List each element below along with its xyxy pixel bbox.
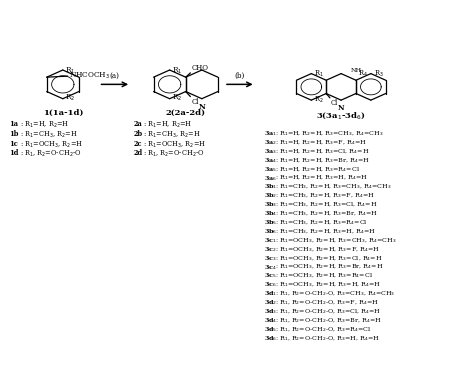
Text: : R$_1$=CH$_3$, R$_2$=H, R$_3$=CH$_3$, R$_4$=CH$_3$: : R$_1$=CH$_3$, R$_2$=H, R$_3$=CH$_3$, R… — [275, 183, 392, 191]
Text: (b): (b) — [235, 72, 245, 80]
Text: 3d$_5$: 3d$_5$ — [264, 325, 277, 334]
Text: R$_1$: R$_1$ — [314, 68, 323, 79]
Text: : R$_1$=CH$_3$, R$_2$=H, R$_3$=H, R$_4$=H: : R$_1$=CH$_3$, R$_2$=H, R$_3$=H, R$_4$=… — [275, 227, 376, 236]
Text: 1a: 1a — [9, 120, 18, 128]
Text: : R$_1$=CH$_3$, R$_2$=H: : R$_1$=CH$_3$, R$_2$=H — [143, 130, 201, 140]
Text: Cl: Cl — [331, 98, 338, 107]
Text: : R$_1$=OCH$_3$, R$_2$=H, R$_3$=R$_4$=Cl: : R$_1$=OCH$_3$, R$_2$=H, R$_3$=R$_4$=Cl — [275, 272, 373, 280]
Text: 3a$_5$: 3a$_5$ — [264, 165, 277, 174]
Text: 3a$_4$: 3a$_4$ — [264, 156, 277, 165]
Text: : R$_1$=OCH$_3$, R$_2$=H: : R$_1$=OCH$_3$, R$_2$=H — [143, 139, 206, 150]
Text: 3b$_5$: 3b$_5$ — [264, 218, 277, 227]
Text: 3(3a$_1$-3d$_6$): 3(3a$_1$-3d$_6$) — [316, 110, 366, 121]
Text: : R$_1$, R$_2$=O-CH$_2$-O, R$_3$=Cl, R$_4$=H: : R$_1$, R$_2$=O-CH$_2$-O, R$_3$=Cl, R$_… — [275, 307, 381, 316]
Text: 1(1a-1d): 1(1a-1d) — [43, 109, 83, 117]
Text: 3d$_4$: 3d$_4$ — [264, 316, 277, 325]
Text: : R$_1$=H, R$_2$=H, R$_3$=F, R$_4$=H: : R$_1$=H, R$_2$=H, R$_3$=F, R$_4$=H — [275, 138, 367, 147]
Text: : R$_1$=OCH$_3$, R$_2$=H, R$_3$=F, R$_4$=H: : R$_1$=OCH$_3$, R$_2$=H, R$_3$=F, R$_4$… — [275, 245, 380, 254]
Text: : R$_1$=OCH$_3$, R$_2$=H, R$_3$=Br, R$_4$=H: : R$_1$=OCH$_3$, R$_2$=H, R$_3$=Br, R$_4… — [275, 263, 383, 272]
Text: (a): (a) — [110, 72, 120, 80]
Text: CHO: CHO — [191, 64, 208, 72]
Text: : R$_1$, R$_2$=O-CH$_2$-O, R$_3$=CH$_3$, R$_4$=CH$_3$: : R$_1$, R$_2$=O-CH$_2$-O, R$_3$=CH$_3$,… — [275, 289, 395, 298]
Text: : R$_1$=H, R$_2$=H, R$_3$=R$_4$=Cl: : R$_1$=H, R$_2$=H, R$_3$=R$_4$=Cl — [275, 165, 360, 173]
Text: 3b$_4$: 3b$_4$ — [264, 209, 277, 218]
Text: 3c$_1$: 3c$_1$ — [264, 236, 277, 245]
Text: R$_2$: R$_2$ — [314, 95, 323, 105]
Text: 2c: 2c — [134, 139, 142, 147]
Text: 2d: 2d — [134, 149, 143, 157]
Text: 2b: 2b — [134, 130, 143, 138]
Text: 3d$_1$: 3d$_1$ — [264, 289, 277, 298]
Text: 2(2a-2d): 2(2a-2d) — [166, 109, 206, 117]
Text: R$_3$: R$_3$ — [374, 68, 384, 79]
Text: 3c$_6$: 3c$_6$ — [264, 280, 277, 289]
Text: 3b$_3$: 3b$_3$ — [264, 200, 277, 209]
Text: : R$_1$=H, R$_2$=H, R$_3$=CH$_3$, R$_4$=CH$_3$: : R$_1$=H, R$_2$=H, R$_3$=CH$_3$, R$_4$=… — [275, 129, 383, 138]
Text: : R$_1$=H, R$_2$=H, R$_3$=Cl, R$_4$=H: : R$_1$=H, R$_2$=H, R$_3$=Cl, R$_4$=H — [275, 147, 369, 156]
Text: 3c$_2$: 3c$_2$ — [264, 245, 277, 254]
Text: Cl: Cl — [191, 98, 199, 106]
Text: 3d$_2$: 3d$_2$ — [264, 298, 277, 307]
Text: 1b: 1b — [9, 130, 19, 138]
Text: NH: NH — [350, 68, 362, 73]
Text: : R$_1$=OCH$_3$, R$_2$=H, R$_3$=H, R$_4$=H: : R$_1$=OCH$_3$, R$_2$=H, R$_3$=H, R$_4$… — [275, 280, 381, 289]
Text: 3b$_1$: 3b$_1$ — [264, 183, 277, 191]
Text: : R$_1$=H, R$_2$=H, R$_3$=Br, R$_4$=H: : R$_1$=H, R$_2$=H, R$_3$=Br, R$_4$=H — [275, 156, 370, 165]
Text: : R$_1$, R$_2$=O-CH$_2$-O: : R$_1$, R$_2$=O-CH$_2$-O — [143, 149, 205, 160]
Text: : R$_1$, R$_2$=O-CH$_2$-O, R$_3$=R$_4$=Cl: : R$_1$, R$_2$=O-CH$_2$-O, R$_3$=R$_4$=C… — [275, 325, 372, 334]
Text: : R$_1$=H, R$_2$=H: : R$_1$=H, R$_2$=H — [143, 120, 192, 130]
Text: : R$_1$=H, R$_2$=H: : R$_1$=H, R$_2$=H — [19, 120, 69, 130]
Text: : R$_1$=OCH$_3$, R$_2$=H, R$_3$=CH$_3$, R$_4$=CH$_3$: : R$_1$=OCH$_3$, R$_2$=H, R$_3$=CH$_3$, … — [275, 236, 397, 245]
Text: : R$_1$, R$_2$=O-CH$_2$-O, R$_3$=H, R$_4$=H: : R$_1$, R$_2$=O-CH$_2$-O, R$_3$=H, R$_4… — [275, 334, 380, 343]
Text: 2a: 2a — [134, 120, 143, 128]
Text: : R$_1$=CH$_3$, R$_2$=H, R$_3$=Br, R$_4$=H: : R$_1$=CH$_3$, R$_2$=H, R$_3$=Br, R$_4$… — [275, 209, 378, 218]
Text: N: N — [199, 102, 205, 111]
Text: 3b$_6$: 3b$_6$ — [264, 227, 277, 236]
Text: NHCOCH$_3$: NHCOCH$_3$ — [69, 71, 109, 81]
Text: 3a$_2$: 3a$_2$ — [264, 138, 277, 147]
Text: R$_1$: R$_1$ — [173, 66, 182, 76]
Text: 3a$_3$: 3a$_3$ — [264, 147, 277, 156]
Text: 3a$_1$: 3a$_1$ — [264, 129, 277, 138]
Text: : R$_1$=CH$_3$, R$_2$=H, R$_3$=Cl, R$_4$=H: : R$_1$=CH$_3$, R$_2$=H, R$_3$=Cl, R$_4$… — [275, 200, 377, 209]
Text: 3d$_6$: 3d$_6$ — [264, 334, 277, 343]
Text: : R$_1$, R$_2$=O-CH$_2$-O, R$_3$=Br, R$_4$=H: : R$_1$, R$_2$=O-CH$_2$-O, R$_3$=Br, R$_… — [275, 316, 382, 325]
Text: 3c$_5$: 3c$_5$ — [264, 272, 277, 280]
Text: R$_2$: R$_2$ — [65, 93, 76, 103]
Text: : R$_1$=H, R$_2$=H, R$_3$=H, R$_4$=H: : R$_1$=H, R$_2$=H, R$_3$=H, R$_4$=H — [275, 174, 368, 183]
Text: 3d$_3$: 3d$_3$ — [264, 307, 277, 316]
Text: : R$_1$, R$_2$=O-CH$_2$-O, R$_3$=F, R$_4$=H: : R$_1$, R$_2$=O-CH$_2$-O, R$_3$=F, R$_4… — [275, 298, 379, 307]
Text: R$_2$: R$_2$ — [173, 93, 182, 103]
Text: 3c$_3$: 3c$_3$ — [264, 254, 277, 263]
Text: 3b$_2$: 3b$_2$ — [264, 191, 277, 200]
Text: : R$_1$, R$_2$=O-CH$_2$-O: : R$_1$, R$_2$=O-CH$_2$-O — [19, 149, 81, 160]
Text: 1d: 1d — [9, 149, 19, 157]
Text: : R$_1$=CH$_3$, R$_2$=H, R$_3$=R$_4$=Cl: : R$_1$=CH$_3$, R$_2$=H, R$_3$=R$_4$=Cl — [275, 218, 368, 227]
Text: : R$_1$=CH$_3$, R$_2$=H: : R$_1$=CH$_3$, R$_2$=H — [19, 130, 77, 140]
Text: : R$_1$=CH$_3$, R$_2$=H, R$_3$=F, R$_4$=H: : R$_1$=CH$_3$, R$_2$=H, R$_3$=F, R$_4$=… — [275, 191, 375, 200]
Text: 1c: 1c — [9, 139, 18, 147]
Text: 3a$_6$: 3a$_6$ — [264, 174, 277, 183]
Text: : R$_1$=OCH$_3$, R$_2$=H, R$_3$=Cl, R$_4$=H: : R$_1$=OCH$_3$, R$_2$=H, R$_3$=Cl, R$_4… — [275, 254, 383, 262]
Text: R$_1$: R$_1$ — [65, 66, 76, 76]
Text: 3c$_4$: 3c$_4$ — [264, 263, 277, 272]
Text: N: N — [338, 104, 345, 112]
Text: R$_4$: R$_4$ — [358, 68, 368, 79]
Text: : R$_1$=OCH$_3$, R$_2$=H: : R$_1$=OCH$_3$, R$_2$=H — [19, 139, 82, 150]
